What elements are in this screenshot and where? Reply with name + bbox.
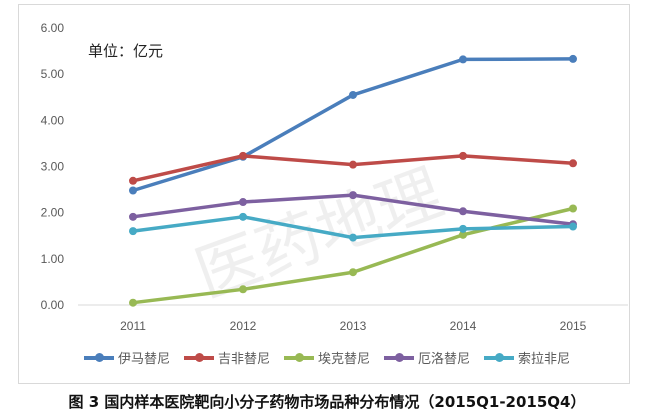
data-point	[239, 151, 247, 160]
data-point	[569, 204, 577, 213]
x-tick-label: 2012	[230, 319, 257, 333]
legend-item: 厄洛替尼	[384, 348, 470, 367]
data-point	[129, 176, 137, 185]
legend-marker-icon	[183, 352, 214, 362]
data-point	[349, 160, 357, 169]
x-tick-label: 2014	[450, 319, 477, 333]
legend-label: 埃克替尼	[317, 352, 370, 367]
data-point	[569, 54, 577, 63]
legend-marker-icon	[283, 352, 314, 362]
legend-label: 伊马替尼	[117, 352, 170, 367]
legend-label: 吉非替尼	[217, 352, 270, 367]
y-tick-label: 6.00	[41, 21, 65, 35]
data-point	[569, 222, 577, 231]
legend-label: 厄洛替尼	[418, 352, 471, 367]
y-tick-label: 2.00	[41, 206, 65, 220]
legend-item: 伊马替尼	[83, 348, 170, 367]
data-point	[349, 90, 357, 99]
y-tick-label: 5.00	[41, 67, 65, 81]
legend: 伊马替尼 吉非替尼 埃克替尼 厄洛替尼 索拉非尼	[0, 348, 654, 367]
line-chart: 医药地理 单位：亿元 0.001.002.003.004.005.006.002…	[41, 21, 628, 333]
legend-marker-icon	[83, 352, 114, 362]
legend-marker-icon	[484, 352, 515, 362]
data-point	[129, 212, 137, 221]
x-tick-label: 2011	[120, 319, 146, 333]
data-point	[459, 207, 467, 216]
y-tick-label: 0.00	[41, 298, 65, 312]
data-point	[239, 212, 247, 221]
y-tick-label: 3.00	[41, 160, 65, 174]
legend-item: 埃克替尼	[283, 348, 370, 367]
y-tick-label: 4.00	[41, 113, 65, 127]
chart-frame	[18, 4, 630, 384]
legend-item: 索拉非尼	[484, 348, 570, 367]
data-point	[349, 191, 357, 200]
data-point	[459, 230, 467, 239]
data-point	[459, 55, 467, 64]
data-point	[459, 151, 467, 160]
data-point	[129, 227, 137, 236]
legend-item: 吉非替尼	[183, 348, 270, 367]
legend-label: 索拉非尼	[518, 352, 571, 367]
data-point	[459, 224, 467, 233]
data-point	[129, 298, 137, 307]
unit-label: 单位：亿元	[88, 42, 163, 60]
x-tick-label: 2013	[340, 319, 367, 333]
series-line-0	[132, 57, 574, 193]
y-tick-label: 1.00	[41, 252, 65, 266]
data-point	[239, 285, 247, 294]
legend-marker-icon	[384, 352, 414, 362]
data-point	[569, 159, 577, 168]
data-point	[349, 268, 357, 277]
x-tick-label: 2015	[560, 319, 587, 333]
figure-caption: 图 3 国内样本医院靶向小分子药物市场品种分布情况（2015Q1-2015Q4）	[68, 393, 586, 411]
data-point	[349, 233, 357, 242]
data-point	[129, 186, 137, 195]
data-point	[239, 198, 247, 207]
